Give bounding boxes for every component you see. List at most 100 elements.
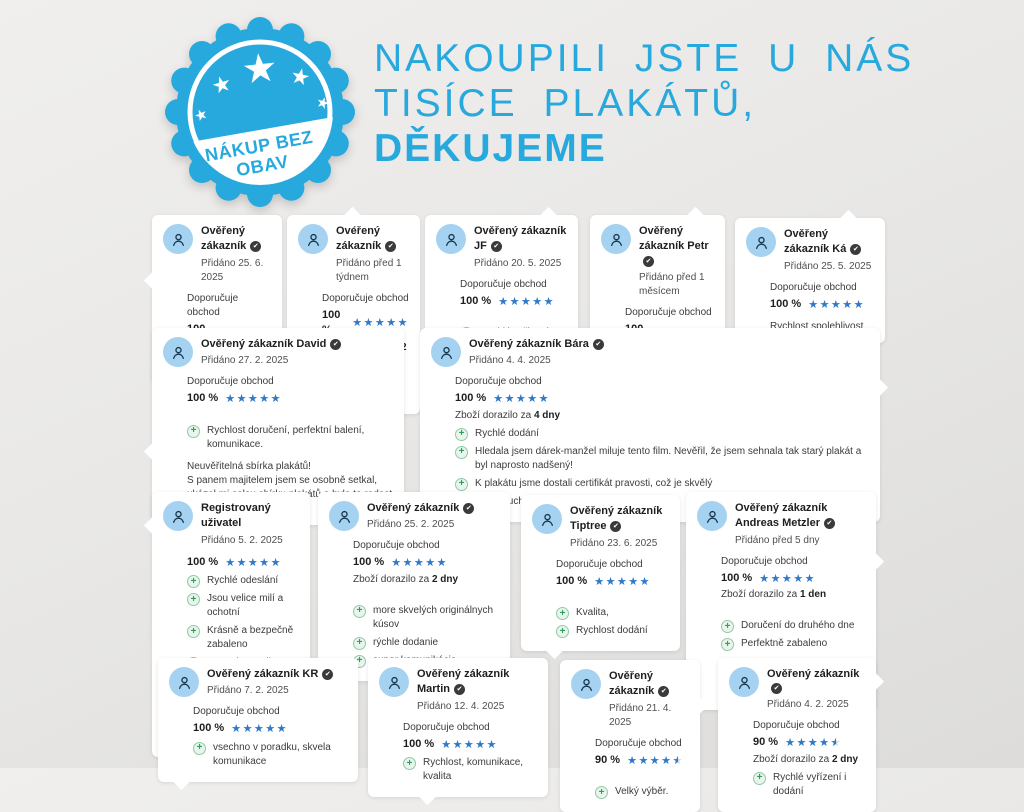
plus-icon: + [595,786,608,800]
recommends-label: Doporučuje obchod [753,720,840,732]
reviewer-name: Ověřený zákazník Martin [417,668,510,696]
plus-item: + Velký výběr. [595,785,689,800]
recommends-label: Doporučuje obchod [322,292,409,304]
rating-stars: ★★★★★★★★★★ [785,736,842,750]
reviewer-name: Ověřený zákazník JF [474,225,567,253]
plus-item: + K plakátu jsme dostali certifikát pravo… [455,477,869,491]
rating-stars-fill: ★★★★★ [441,737,499,751]
rating-stars-fill: ★★★★★ [808,297,866,311]
spacer [187,409,393,420]
review-card: Ověřený zákazník KR ✔ Přidáno 7. 2. 2025 Do… [158,658,358,790]
rating-stars-fill: ★★★★★ [391,556,449,570]
plus-item: + Rychlé odeslání [187,574,299,589]
review-date: Přidáno 5. 2. 2025 [201,534,283,546]
card-header: Ověřený zákazník Petr ✔ Přidáno před 1 měs… [601,224,714,299]
rating-percent: 100 % [556,574,588,587]
title-line-3: DĚKUJEME [374,127,607,170]
rating-percent: 100 % [193,722,225,735]
review-date: Přidáno 4. 2. 2025 [767,699,849,711]
reviewer-name: Registrovaný uživatel [201,502,271,530]
review-date: Přidáno 25. 5. 2025 [784,260,872,272]
card-tail [143,440,166,463]
review-card: Ověřený zákazník Ká ✔ Přidáno 25. 5. 2025 D… [735,209,885,344]
card-tail [862,670,885,693]
review-date: Přidáno 25. 6. 2025 [201,257,264,283]
card-body: Doporučuje obchod 100 % ★★★★★ ★★★★★ Rychlost… [770,281,874,334]
plus-icon: + [455,445,468,459]
plus-icon: + [187,424,200,438]
review-card: Ověřený zákazník David ✔ Přidáno 27. 2. 20… [143,328,404,525]
plus-item-text: Rychlost, komunikace, kvalita [423,757,524,783]
user-icon [445,233,457,246]
review-card: Ověřený zákazník ✔ Přidáno 4. 2. 2025 Dopor… [718,658,885,812]
card-header: Ověřený zákazník ✔ Přidáno 4. 2. 2025 [729,667,865,712]
user-icon [610,233,622,246]
delivery-time-bold: 2 dny [431,573,459,585]
card-tail [170,768,193,790]
avatar [436,224,466,254]
delivery-time: Zboží dorazilo za 4 dny [455,409,561,421]
card-tail [866,376,889,399]
rating-row: 100 % ★★★★★★★★★★ [721,571,865,586]
reviewer-name: Ověřený zákazník KR [207,668,319,680]
rating-stars-fill: ★★★★★ [594,574,652,588]
spacer [721,604,865,615]
rating-stars: ★★★★★★★★★★ [225,555,283,569]
rating-stars: ★★★★★★★★★★ [441,737,499,751]
plus-icon: + [556,625,569,639]
reviewer-name-row: Ověřený zákazník Martin ✔ [417,667,537,698]
plus-item-text: Kvalita, [576,607,609,619]
rating-stars-fill: ★★★★★ [759,571,817,585]
review-date: Přidáno 20. 5. 2025 [474,257,562,269]
card-header: Ověřený zákazník ✔ Přidáno 25. 6. 2025 [163,224,271,285]
user-icon [388,676,400,689]
plus-item-text: Perfektně zabaleno [741,638,828,650]
rating-stars: ★★★★★★★★★★ [594,574,652,588]
reviewer-name-row: Ověřený zákazník Andreas Metzler ✔ [735,501,865,532]
card-header-text: Ověřený zákazník ✔ Přidáno 25. 6. 2025 [201,224,271,285]
reviewer-name: Ověřený zákazník Andreas Metzler [735,502,828,530]
spacer [353,589,499,600]
rating-row: 100 % ★★★★★★★★★★ [187,555,299,570]
avatar [729,667,759,697]
review-note: Rychlost spolehlivost [770,321,864,333]
title-line-1: NAKOUPILI JSTE U NÁS [374,37,915,80]
card-body: Doporučuje obchod 100 % ★★★★★ ★★★★★ + Kvalita… [556,558,669,639]
recommends-label: Doporučuje obchod [460,278,547,290]
card-header: Ověřený zákazník Bára ✔ Přidáno 4. 4. 2025 [431,337,869,368]
plus-item-text: Hledala jsem dárek-manžel miluje tento f… [475,445,862,471]
plus-item: + rýchle dodanie [353,636,499,650]
delivery-time-bold: 4 dny [533,409,561,421]
verified-badge-icon: ✔ [592,339,604,350]
plus-icon: + [187,625,200,639]
reviewer-name: Ověřený zákazník Bára [469,338,589,350]
review-date: Přidáno 4. 4. 2025 [469,355,551,367]
review-date: Přidáno před 5 dny [735,534,820,546]
card-header: Ověřený zákazník David ✔ Přidáno 27. 2. 20… [163,337,393,368]
rating-stars-fill: ★★★★★ [352,316,409,330]
reviewer-name-row: Ověřený zákazník Ká ✔ [784,227,874,258]
review-card: Ověřený zákazník Bára ✔ Přidáno 4. 4. 2025… [420,328,889,522]
rating-row: 90 % ★★★★★★★★★★ [595,753,689,768]
plus-icon: + [455,427,468,441]
plus-item-text: Rychlé odeslání [207,575,279,587]
page: ★ ★ ★ ★ ★ NÁKUP BEZ OBAV NAKOUPILI JSTE … [143,17,915,800]
rating-percent: 100 % [187,392,219,405]
reviewer-name: Ověřený zákazník David [201,338,327,350]
rating-stars: ★★★★★★★★★★ [493,392,551,406]
plus-item: + Rychlé vyřízení i dodání [753,771,865,799]
rating-row: 100 % ★★★★★★★★★★ [460,294,567,309]
review-card: Ověřený zákazník ✔ Přidáno 25. 2. 2025 Dopo… [318,492,510,689]
review-date: Přidáno 21. 4. 2025 [609,702,672,728]
card-tail [862,550,885,573]
card-tail [543,638,566,660]
reviewer-name: Ověřený zákazník [367,502,460,514]
card-header-text: Ověřený zákazník KR ✔ Přidáno 7. 2. 2025 [207,667,334,698]
reviewer-name-row: Registrovaný uživatel [201,501,299,532]
card-header: Ověřený zákazník Andreas Metzler ✔ Přidáno… [697,501,865,548]
reviewer-name: Ověřený zákazník [767,668,860,680]
plus-item: + Rychlost doručení, perfektní balení, ko… [187,424,393,452]
verified-badge-icon: ✔ [658,686,670,698]
avatar [746,227,776,257]
badge-star-icon: ★ [191,104,211,126]
